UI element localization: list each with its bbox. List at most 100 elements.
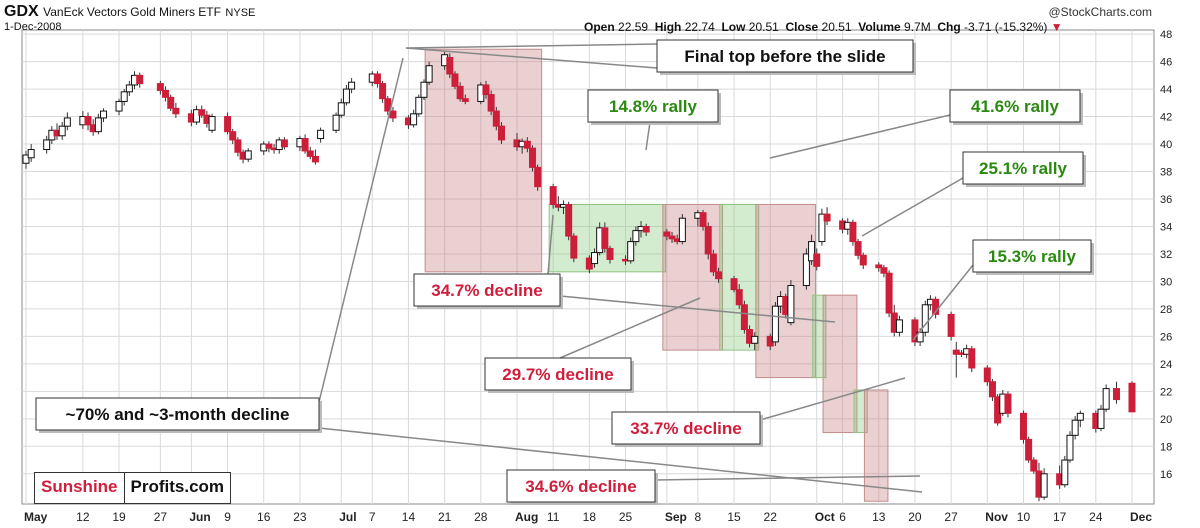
decline-zone [822,294,858,434]
candle-body [1071,419,1079,436]
candle-body [482,84,490,96]
candle-body [885,272,893,314]
candle-body [100,110,108,119]
candle-body [663,231,671,237]
candle-body [420,81,428,98]
candle-body [125,84,133,93]
candle-body [1030,459,1038,472]
candle-body [921,304,929,333]
candle-body [740,304,748,331]
callout-box [484,357,632,391]
y-tick-label: 40 [1160,139,1172,151]
callout-box [587,89,719,123]
candle-body [534,166,542,188]
candle-body [895,319,903,333]
candle-body [968,348,976,369]
x-tick-label: Nov [985,510,1008,524]
candle-body [699,212,707,227]
y-tick-label: 26 [1160,331,1172,343]
y-axis-ticks: 16 18 20 22 24 26 28 30 32 34 36 38 40 42 44 46 48 [1160,29,1172,481]
candle-body [415,96,423,115]
candle-body [875,264,883,269]
candle-body [570,235,578,259]
close-label: Close [785,20,819,34]
candle-body [162,89,170,98]
candle-body [43,139,51,151]
candle-body [446,56,454,75]
candle-body [120,91,128,102]
x-tick-label: 27 [154,510,168,524]
x-tick-label: 10 [1017,510,1031,524]
candle-body [823,213,831,222]
x-tick-label: 19 [112,510,126,524]
callout-box [656,39,914,73]
x-tick-label: 25 [619,510,633,524]
x-tick-label: 17 [1053,510,1067,524]
low-value: 20.51 [748,20,779,34]
candle-body [880,267,888,274]
candle-body [234,139,242,153]
callout-line [547,214,554,275]
candle-body [1076,412,1084,421]
candle-body [528,147,536,168]
decline-annotation-label: 29.7% decline [502,365,614,384]
callout-box [413,273,561,307]
watermark-profits: Profits.com [130,477,225,496]
candle-body [849,221,857,243]
candle-body [224,116,232,133]
x-tick-label: Jul [339,510,356,524]
candle-body [229,131,237,141]
y-tick-label: 38 [1160,167,1172,179]
candle-body [384,98,392,112]
open-value: 22.59 [618,20,649,34]
candle-body [730,278,738,291]
ticker: GDX [4,3,39,20]
callout-box [962,151,1084,185]
candle-body [1128,382,1136,413]
candle-body [859,254,867,266]
y-tick-label: 48 [1160,29,1172,41]
candle-body [591,252,599,265]
x-tick-label: 16 [257,510,271,524]
decline-annotation-label: 33.7% decline [630,419,742,438]
candle-body [348,81,356,90]
candle-body [771,305,779,343]
chg-down-arrow-icon: ▼ [1050,20,1063,34]
candle-body [1040,473,1048,498]
y-tick-label: 24 [1160,359,1172,371]
candle-body [854,241,862,256]
callout-line [405,47,658,69]
rally-zone [719,203,760,351]
x-tick-label: May [24,510,48,524]
candle-body [1004,393,1012,414]
close-value: 20.51 [821,20,852,34]
callout-box [35,397,320,431]
x-tick-label: 22 [764,510,778,524]
candle-body [704,225,712,255]
x-tick-label: Aug [515,510,538,524]
x-axis-ticks: May 12 19 27 Jun 9 16 23 Jul 7 14 21 28 Aug 11 18 25 Sep 8… [24,510,1152,524]
candle-body [601,227,609,249]
y-tick-label: 46 [1160,57,1172,69]
neutral-annotation-label: Final top before the slide [684,47,885,66]
candle-body [523,140,531,149]
x-tick-label: 27 [944,510,958,524]
callout-line [645,121,651,151]
candle-body [265,143,273,149]
candle-body [813,253,821,267]
y-tick-label: 36 [1160,194,1172,206]
y-tick-label: 28 [1160,304,1172,316]
candle-body [332,114,340,131]
decline-zone [755,203,817,379]
callout-box [506,469,656,503]
candle-body [715,271,723,280]
candle-body [492,110,500,127]
callout-box [972,239,1092,273]
chart-date: 1-Dec-2008 [4,21,62,33]
open-label: Open [584,20,615,34]
candle-body [802,253,810,287]
callout-line [912,264,974,341]
candle-body [115,100,123,112]
x-tick-label: 8 [695,510,702,524]
candle-body [1097,408,1105,429]
